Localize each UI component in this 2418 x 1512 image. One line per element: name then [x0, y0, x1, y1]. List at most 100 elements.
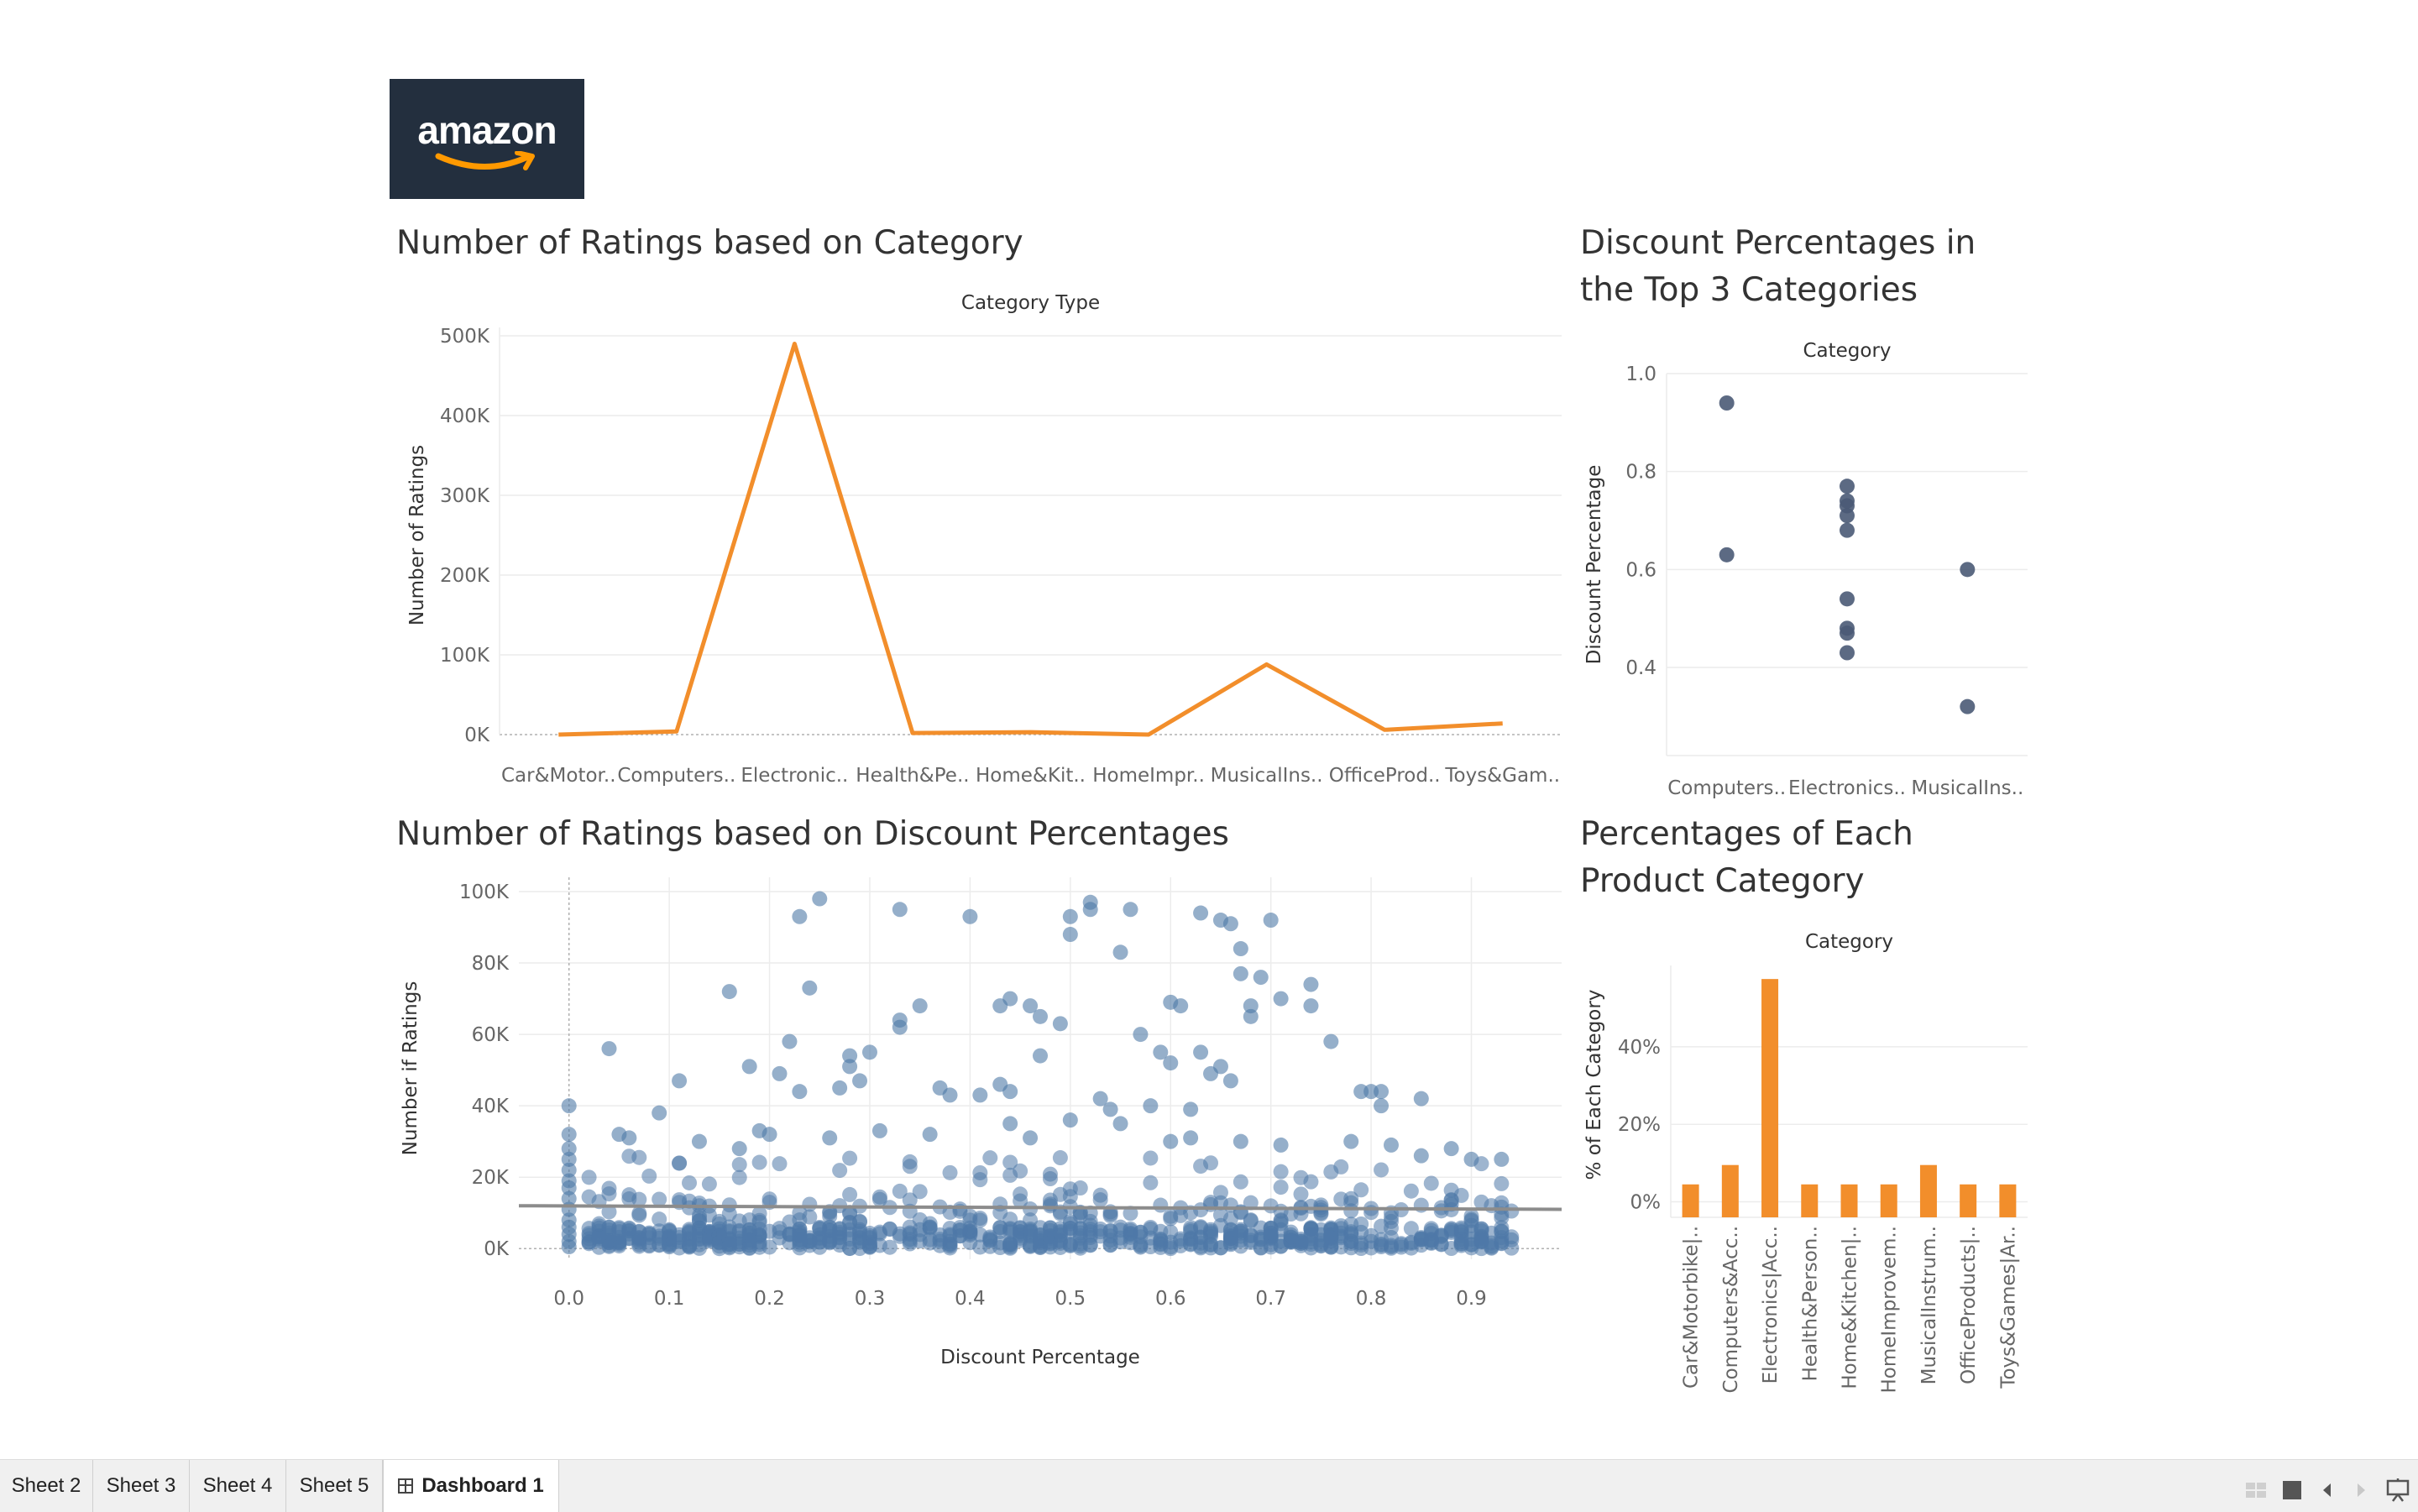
scatter-point: [731, 1213, 747, 1229]
scatter-point: [561, 1141, 577, 1157]
tab-sheet-3[interactable]: Sheet 3: [93, 1460, 190, 1512]
scatter-point: [892, 1183, 908, 1199]
line-chart-xtick: OfficeProd..: [1329, 765, 1441, 787]
scatter-point: [1023, 998, 1039, 1014]
scatter-point: [652, 1191, 667, 1207]
line-chart-ytick: 500K: [440, 326, 490, 348]
scatter-point: [1453, 1232, 1469, 1248]
scatter-point: [1212, 1217, 1228, 1233]
amazon-smile-arrow-icon: [435, 151, 535, 170]
scatter-point: [691, 1228, 707, 1244]
bar: [1880, 1184, 1897, 1217]
line-chart-header: Category Type: [961, 292, 1100, 314]
scatter-point: [1374, 1232, 1390, 1248]
scatter-point: [1273, 1180, 1289, 1195]
bar-chart-ytick: 0%: [1630, 1192, 1662, 1214]
scatter-point: [1143, 1098, 1159, 1114]
scatter-point: [1233, 941, 1248, 957]
dot-chart-xtick: Electronics..: [1788, 777, 1906, 799]
line-chart-ytick: 200K: [440, 565, 490, 587]
tab-dashboard-1[interactable]: Dashboard 1: [383, 1460, 559, 1512]
scatter-point: [652, 1223, 667, 1239]
line-chart-xtick: Computers..: [617, 765, 735, 787]
scatter-point: [1343, 1133, 1359, 1149]
scatter-point: [1163, 1055, 1179, 1071]
scatter-point: [731, 1157, 747, 1173]
tab-label: Sheet 3: [106, 1474, 176, 1497]
scatter-point: [1123, 1222, 1138, 1238]
scatter-ytick: 100K: [459, 882, 510, 903]
previous-icon[interactable]: [2321, 1482, 2334, 1499]
scatter-point: [772, 1156, 788, 1172]
scatter-point: [1243, 998, 1259, 1014]
scatter-xtick: 0.3: [855, 1288, 886, 1310]
scatter-point: [762, 1223, 777, 1239]
category-dot-chart: Category Discount Percentage 0.4 0.6 0.8 1.0 C…: [1583, 340, 2028, 799]
scatter-point: [561, 1162, 577, 1178]
presentation-square-icon[interactable]: [2282, 1480, 2302, 1500]
scatter-point: [1353, 1241, 1369, 1257]
scatter-point: [842, 1048, 858, 1064]
scatter-point: [561, 1190, 577, 1206]
scatter-point: [1052, 1016, 1068, 1032]
scatter-point: [1163, 1239, 1179, 1255]
scatter-point: [731, 1141, 747, 1157]
bar-chart-ytick: 40%: [1618, 1037, 1661, 1059]
scatter-point: [782, 1033, 798, 1049]
scatter-point: [1212, 1059, 1228, 1075]
scatter-xtick: 0.1: [654, 1288, 685, 1310]
next-icon[interactable]: [2354, 1482, 2368, 1499]
scatter-point: [1002, 1084, 1018, 1100]
scatter-point: [1033, 1008, 1048, 1024]
bar-chart-xtick: MusicalInstrum..: [1918, 1226, 1940, 1384]
line-chart-xtick: Car&Motor..: [501, 765, 616, 787]
scatter-point: [1473, 1221, 1489, 1237]
scatter-point: [871, 1122, 887, 1138]
scatter-point: [1123, 902, 1138, 918]
scatter-point: [982, 1150, 998, 1166]
tab-label: Sheet 4: [202, 1474, 273, 1497]
scatter-point: [1203, 1196, 1219, 1212]
scatter-point: [1203, 1228, 1219, 1244]
dot-chart-title-line1: Discount Percentages in: [1580, 224, 1976, 262]
dot-chart-ytick: 0.6: [1625, 559, 1656, 581]
present-mode-icon[interactable]: [2386, 1478, 2410, 1502]
logo-text: amazon: [417, 108, 557, 152]
scatter-point: [741, 1059, 757, 1075]
scatter-xtick: 0.6: [1155, 1288, 1186, 1310]
scatter-point: [1002, 1167, 1018, 1183]
line-chart-xtick: Health&Pe..: [856, 765, 969, 787]
scatter-point: [641, 1237, 657, 1253]
tab-sheet-2[interactable]: Sheet 2: [0, 1460, 93, 1512]
line-chart-xtick: HomeImpr..: [1092, 765, 1205, 787]
scatter-point: [1473, 1234, 1489, 1250]
scatter-point: [871, 1189, 887, 1205]
scatter-point: [1222, 1073, 1238, 1089]
scatter-point: [1002, 1116, 1018, 1132]
scatter-point: [832, 1163, 848, 1179]
scatter-point: [861, 1044, 877, 1060]
dot-chart-ytick: 0.4: [1625, 657, 1656, 679]
grid-view-icon[interactable]: [2245, 1482, 2267, 1499]
scatter-point: [1163, 1208, 1179, 1224]
scatter-point: [822, 1228, 838, 1244]
scatter-point: [832, 1080, 848, 1096]
tab-sheet-4[interactable]: Sheet 4: [190, 1460, 286, 1512]
scatter-point: [561, 1098, 577, 1114]
line-chart-xtick: Toys&Gam..: [1444, 765, 1560, 787]
bar-chart-xtick: Health&Person..: [1799, 1226, 1821, 1381]
discount-scatter-chart: Number if Ratings Discount Percentage 0K 20…: [400, 877, 1562, 1368]
scatter-point: [1423, 1175, 1439, 1191]
scatter-point: [1494, 1151, 1510, 1167]
scatter-point: [1374, 1098, 1390, 1114]
scatter-point: [1062, 1237, 1078, 1253]
tab-label: Sheet 5: [299, 1474, 369, 1497]
tab-sheet-5[interactable]: Sheet 5: [286, 1460, 383, 1512]
scatter-point: [842, 1215, 858, 1231]
scatter-point: [822, 1209, 838, 1225]
scatter-point: [892, 1019, 908, 1035]
scatter-point: [711, 1216, 727, 1232]
scatter-point: [672, 1073, 688, 1089]
scatter-point: [691, 1133, 707, 1149]
scatter-xtick: 0.2: [754, 1288, 785, 1310]
